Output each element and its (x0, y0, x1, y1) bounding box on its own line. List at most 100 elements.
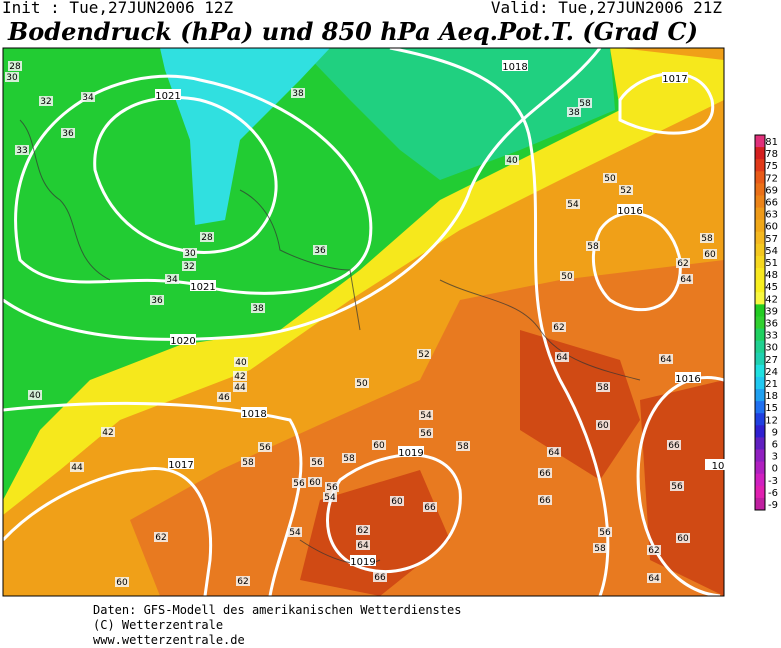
contour-label: 56 (311, 458, 323, 468)
field (160, 48, 330, 225)
colorbar-label: 57 (765, 234, 778, 245)
colorbar-label: 18 (765, 391, 778, 402)
contour-label-bg (647, 573, 661, 583)
colorbar-label: 0 (772, 464, 778, 475)
contour-label-bg (578, 98, 592, 108)
contour-label-bg (291, 88, 305, 98)
contour-label: 32 (40, 97, 51, 107)
colorbar-label: -6 (768, 488, 778, 499)
colorbar-swatch (755, 340, 765, 354)
isobar-label-bg (502, 60, 528, 71)
contour-label: 34 (82, 93, 94, 103)
contour-label-bg (70, 462, 84, 472)
isobar-label-bg (168, 458, 194, 469)
contour-label: 42 (102, 428, 113, 438)
colorbar-label: 24 (765, 367, 778, 378)
contour-label-bg (505, 155, 519, 165)
contour-label: 62 (357, 526, 368, 536)
contour-label: 52 (418, 350, 429, 360)
contour-label: 36 (62, 129, 74, 139)
isobar-label-bg (617, 204, 643, 215)
contour-label-bg (251, 303, 265, 313)
contour-label: 60 (597, 421, 609, 431)
colorbar-swatch (755, 159, 765, 172)
contour-label-bg (288, 527, 302, 537)
contour-label-bg (15, 145, 29, 155)
field (300, 48, 615, 180)
contour-label: 66 (668, 441, 680, 451)
contour-label-bg (647, 545, 661, 555)
contour-label: 62 (155, 533, 166, 543)
contour-label: 62 (237, 577, 248, 587)
contour-label-bg (552, 322, 566, 332)
contour-label-bg (538, 495, 552, 505)
isobar-label: 1017 (662, 74, 687, 85)
colorbar-label: 6 (772, 439, 778, 450)
map-title: Bodendruck (hPa) und 850 hPa Aeq.Pot.T. … (7, 17, 698, 46)
colorbar-swatch (755, 183, 765, 196)
contour-label-bg (423, 502, 437, 512)
contour-label-bg (308, 477, 322, 487)
colorbar-label: 63 (765, 210, 778, 221)
isobar-label-bg (675, 372, 701, 383)
colorbar-swatch (755, 449, 765, 463)
contour-label-bg (182, 261, 196, 271)
isobar-label: 10 (712, 461, 725, 472)
contour-label: 44 (71, 463, 83, 473)
contour-label: 64 (648, 574, 660, 584)
contour-label: 58 (597, 383, 609, 393)
map-area (3, 48, 724, 596)
colorbar-label: 36 (765, 319, 778, 330)
contour-label: 38 (292, 89, 304, 99)
isobar-label: 1018 (502, 62, 527, 73)
colorbar-swatch (755, 473, 765, 487)
colorbar-label: 39 (765, 306, 778, 317)
contour-label: 32 (183, 262, 194, 272)
colorbar-swatch (755, 147, 765, 160)
contour-label: 52 (620, 186, 631, 196)
colorbar-swatch (755, 219, 765, 233)
contour-label-bg (28, 390, 42, 400)
isobar-label: 1016 (617, 206, 642, 217)
contour-label: 58 (343, 454, 355, 464)
contour-label: 58 (587, 242, 599, 252)
colorbar-label: 21 (765, 379, 778, 390)
colorbar-swatch (755, 425, 765, 438)
isobar-label-bg (190, 280, 216, 291)
contour-label-bg (603, 173, 617, 183)
contour-label-bg (200, 232, 214, 242)
contour-label: 34 (166, 275, 178, 285)
contour-label-bg (356, 525, 370, 535)
contour-label: 54 (324, 493, 336, 503)
contour-label: 40 (29, 391, 41, 401)
isobar-label: 1016 (675, 374, 700, 385)
coastlines (19, 119, 641, 565)
contour-label: 44 (234, 383, 246, 393)
init-time: Init : Tue,27JUN2006 12Z (2, 0, 234, 17)
isobar-label-bg (705, 459, 731, 470)
footer-line: (C) Wetterzentrale (93, 618, 223, 632)
contour-label: 58 (579, 99, 591, 109)
contour-label-bg (676, 258, 690, 268)
contour-label-bg (217, 392, 231, 402)
colorbar-label: 9 (772, 427, 778, 438)
colorbar-swatch (755, 461, 765, 475)
contour-label-bg (619, 185, 633, 195)
contour-label: 60 (373, 441, 385, 451)
contour-label-bg (567, 107, 581, 117)
contour-label-bg (150, 295, 164, 305)
contour-label: 62 (677, 259, 688, 269)
isobar-label: 1020 (170, 336, 195, 347)
isobar-label-bg (170, 334, 196, 345)
colorbar-frame (754, 134, 766, 511)
contour-label-bg (325, 482, 339, 492)
isobar-label: 1017 (168, 460, 193, 471)
colorbar-swatch (755, 389, 765, 402)
colorbar-label: 15 (765, 403, 778, 414)
contour-label-bg (659, 354, 673, 364)
colorbar-label: 54 (765, 246, 778, 257)
contour-label-bg (310, 457, 324, 467)
contour-label-bg (667, 440, 681, 450)
contour-label: 66 (539, 469, 551, 479)
colorbar-swatch (755, 171, 765, 184)
